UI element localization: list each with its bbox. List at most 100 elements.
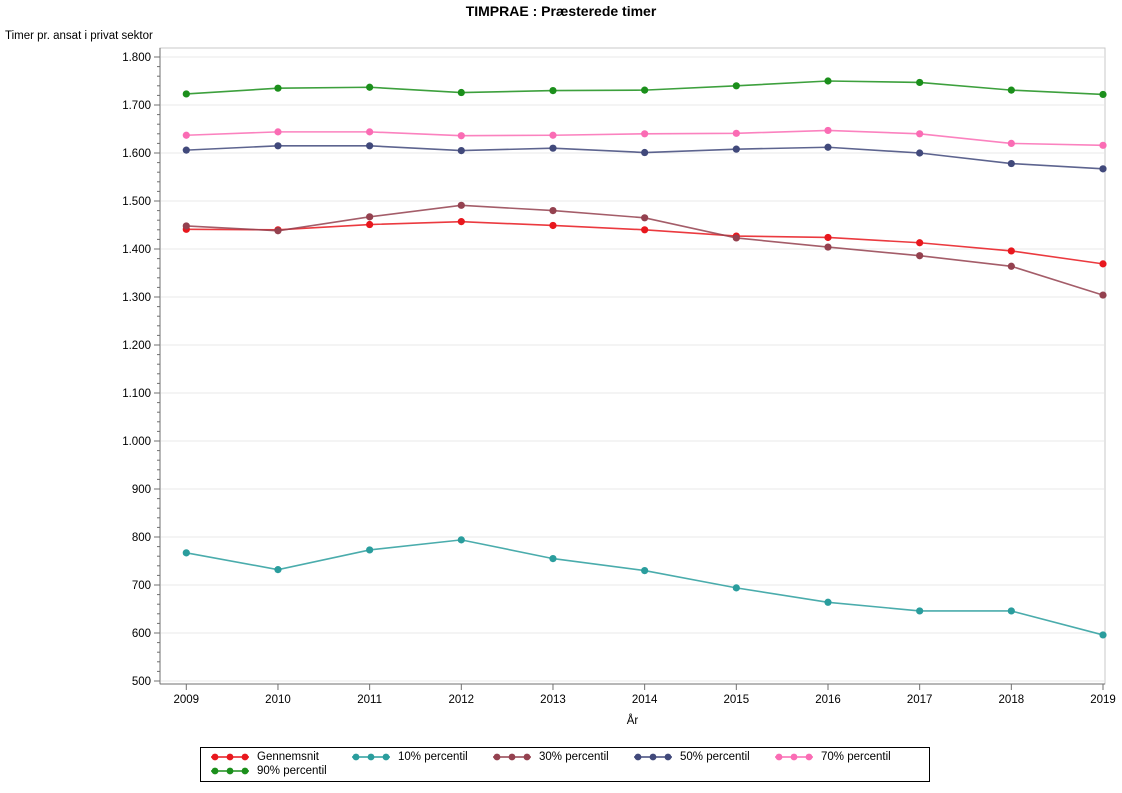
y-tick-label: 500	[132, 676, 151, 688]
data-point-10-percentil	[274, 566, 282, 574]
y-tick-label: 1.300	[122, 292, 151, 304]
legend-label-70-percentil: 70% percentil	[821, 751, 891, 763]
y-tick-label: 900	[132, 484, 151, 496]
data-point-30-percentil	[457, 201, 465, 209]
data-point-30-percentil	[549, 207, 557, 215]
legend-item-gennemsnit: Gennemsnit	[209, 751, 350, 763]
y-tick-label: 1.800	[122, 52, 151, 64]
data-point-70-percentil	[274, 128, 282, 136]
data-point-70-percentil	[732, 129, 740, 137]
data-point-gennemsnit	[641, 226, 649, 234]
x-axis-title: År	[626, 715, 639, 727]
data-point-30-percentil	[732, 234, 740, 242]
data-point-gennemsnit	[549, 221, 557, 230]
data-point-10-percentil	[366, 546, 374, 554]
legend-label-90-percentil: 90% percentil	[257, 765, 327, 777]
data-point-90-percentil	[641, 86, 649, 94]
x-tick-label: 2009	[174, 694, 200, 706]
x-tick-label: 2015	[724, 694, 750, 706]
data-point-70-percentil	[916, 130, 924, 138]
x-tick-label: 2014	[632, 694, 658, 706]
data-point-90-percentil	[1007, 86, 1015, 94]
data-point-50-percentil	[457, 147, 465, 155]
data-point-70-percentil	[641, 130, 649, 138]
data-point-50-percentil	[916, 149, 924, 157]
legend-marker-50-percentil	[634, 753, 672, 761]
data-point-50-percentil	[732, 145, 740, 153]
data-point-10-percentil	[732, 584, 740, 592]
y-tick-label: 800	[132, 532, 151, 544]
data-point-10-percentil	[549, 555, 557, 563]
data-point-50-percentil	[1099, 165, 1107, 173]
data-point-50-percentil	[824, 143, 832, 151]
data-point-70-percentil	[366, 128, 374, 136]
data-point-gennemsnit	[366, 220, 374, 229]
legend-label-gennemsnit: Gennemsnit	[257, 751, 320, 763]
data-point-70-percentil	[824, 126, 832, 135]
chart-title: TIMPRAE : Præsterede timer	[465, 3, 657, 19]
y-tick-label: 1.100	[122, 388, 151, 400]
data-point-70-percentil	[182, 131, 190, 139]
y-tick-label: 1.200	[122, 340, 151, 352]
legend-marker-90-percentil	[211, 767, 249, 775]
x-tick-label: 2011	[357, 694, 382, 706]
legend-item-70-percentil: 70% percentil	[773, 751, 914, 763]
data-point-50-percentil	[549, 144, 557, 152]
data-point-70-percentil	[457, 132, 465, 140]
legend-item-10-percentil: 10% percentil	[350, 751, 491, 763]
data-point-90-percentil	[732, 82, 740, 90]
data-point-10-percentil	[824, 598, 832, 606]
x-tick-label: 2018	[999, 694, 1025, 706]
legend-label-30-percentil: 30% percentil	[539, 751, 609, 763]
data-point-50-percentil	[1007, 159, 1015, 168]
legend-item-30-percentil: 30% percentil	[491, 751, 632, 763]
data-point-30-percentil	[366, 213, 374, 221]
legend-marker-30-percentil	[493, 753, 531, 761]
y-tick-label: 1.000	[122, 436, 151, 448]
legend-item-90-percentil: 90% percentil	[209, 765, 350, 777]
x-tick-label: 2013	[540, 694, 566, 706]
data-point-10-percentil	[182, 549, 190, 557]
data-point-10-percentil	[641, 567, 649, 575]
data-point-gennemsnit	[1007, 247, 1015, 255]
y-tick-label: 1.400	[122, 244, 151, 256]
plot-frame	[159, 47, 1106, 685]
data-point-30-percentil	[916, 252, 924, 260]
y-axis-title: Timer pr. ansat i privat sektor	[5, 30, 153, 42]
legend: Gennemsnit 10% percentil 30% percentil 50% …	[200, 747, 930, 782]
data-point-90-percentil	[366, 83, 374, 91]
data-point-30-percentil	[274, 227, 282, 235]
legend-marker-gennemsnit	[211, 753, 249, 761]
data-point-30-percentil	[1099, 291, 1107, 299]
legend-item-50-percentil: 50% percentil	[632, 751, 773, 763]
x-tick-label: 2012	[449, 694, 475, 706]
data-point-10-percentil	[457, 536, 465, 544]
data-point-90-percentil	[824, 77, 832, 85]
y-tick-label: 1.700	[122, 100, 151, 112]
data-point-gennemsnit	[1099, 260, 1107, 268]
data-point-10-percentil	[1099, 631, 1107, 639]
data-point-30-percentil	[641, 214, 649, 222]
data-point-10-percentil	[916, 607, 924, 615]
data-point-30-percentil	[824, 243, 832, 251]
data-point-90-percentil	[274, 84, 282, 92]
data-point-gennemsnit	[916, 239, 924, 247]
data-point-10-percentil	[1007, 607, 1015, 615]
x-tick-label: 2017	[907, 694, 933, 706]
data-point-50-percentil	[182, 146, 190, 154]
data-point-50-percentil	[641, 148, 649, 157]
legend-marker-70-percentil	[775, 753, 813, 761]
data-point-30-percentil	[1007, 262, 1015, 270]
data-point-90-percentil	[1099, 90, 1107, 99]
data-point-gennemsnit	[824, 233, 832, 242]
legend-marker-10-percentil	[352, 753, 390, 761]
data-point-90-percentil	[916, 78, 924, 87]
x-tick-label: 2016	[815, 694, 841, 706]
data-point-50-percentil	[274, 142, 282, 150]
data-point-70-percentil	[549, 131, 557, 139]
y-tick-label: 1.500	[122, 196, 151, 208]
y-tick-label: 600	[132, 628, 151, 640]
y-tick-label: 1.600	[122, 148, 151, 160]
data-point-90-percentil	[549, 87, 557, 95]
